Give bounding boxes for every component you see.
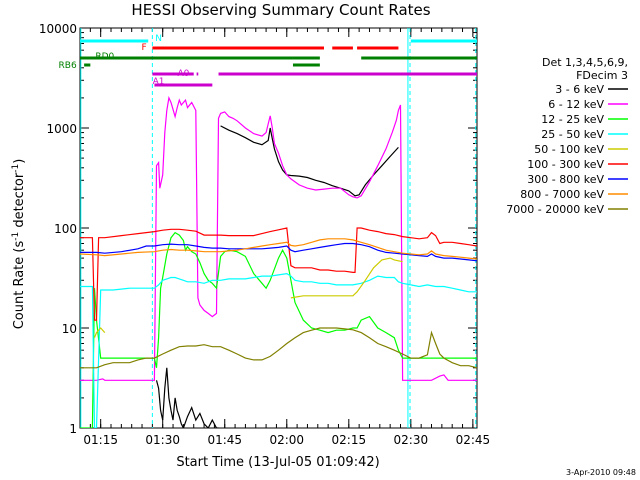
- footer-timestamp: 3-Apr-2010 09:48: [566, 468, 636, 477]
- series-line-4: [93, 327, 106, 338]
- series-line-8: [80, 327, 477, 369]
- series-group: [80, 28, 477, 428]
- series-line-6: [80, 242, 477, 262]
- plot-frame: [79, 27, 478, 429]
- status-label: RD0: [95, 52, 114, 62]
- series-line-0-b: [220, 125, 399, 197]
- legend-header: FDecim 3: [576, 69, 628, 82]
- y-axis-label-sup: -1: [11, 232, 21, 241]
- y-axis-label-tail: detector: [12, 172, 27, 232]
- y-axis-label-sup2: -1: [11, 164, 21, 173]
- legend-label: 7000 - 20000 keV: [506, 203, 604, 216]
- series-line-5: [80, 227, 477, 321]
- y-tick-label: 10: [62, 322, 77, 336]
- status-label: A0: [177, 69, 189, 79]
- x-tick-label: 01:45: [207, 433, 242, 447]
- status-label: F: [142, 43, 147, 53]
- series-line-0: [155, 367, 219, 428]
- legend-label: 3 - 6 keV: [555, 83, 604, 96]
- y-tick-label: 1: [69, 422, 77, 436]
- series-line-2: [80, 231, 477, 428]
- x-tick-label: 02:00: [269, 433, 304, 447]
- series-line-1: [80, 95, 477, 381]
- y-tick-label: 10000: [39, 22, 77, 36]
- legend-label: 12 - 25 keV: [541, 113, 604, 126]
- y-tick-label: 1000: [46, 122, 77, 136]
- legend-label: 50 - 100 keV: [534, 143, 604, 156]
- y-axis-label-end: ): [12, 159, 27, 164]
- legend-label: 800 - 7000 keV: [520, 188, 604, 201]
- y-axis-label-main: Count Rate (s: [12, 241, 27, 330]
- x-axis-label: Start Time (13-Jul-05 01:09:42): [176, 455, 379, 470]
- x-tick-label: 02:30: [394, 433, 429, 447]
- legend-label: 6 - 12 keV: [548, 98, 604, 111]
- y-axis-label: Count Rate (s-1 detector-1): [11, 159, 27, 330]
- series-line-3: [80, 272, 477, 428]
- legend-header: Det 1,3,4,5,6,9,: [542, 56, 628, 69]
- plot-area: 1 10 100 1000 10000 01:15 01:30 01:45 02:00 02:15…: [39, 22, 490, 447]
- x-tick-label: 01:30: [145, 433, 180, 447]
- legend-label: 25 - 50 keV: [541, 128, 604, 141]
- x-tick-label: 01:15: [83, 433, 118, 447]
- series-line-4-b: [290, 257, 403, 299]
- status-label: RB6: [59, 61, 77, 71]
- legend-label: 300 - 800 keV: [527, 173, 604, 186]
- chart-title: HESSI Observing Summary Count Rates: [131, 1, 430, 19]
- legend-label: 100 - 300 keV: [527, 158, 604, 171]
- status-label: N: [155, 34, 162, 44]
- y-tick-label: 100: [54, 222, 77, 236]
- series-line-7: [80, 238, 477, 260]
- x-tick-label: 02:15: [332, 433, 367, 447]
- legend: Det 1,3,4,5,6,9,FDecim 33 - 6 keV 6 - 12 …: [506, 56, 628, 216]
- x-tick-label: 02:45: [456, 433, 491, 447]
- status-label: A1: [153, 77, 165, 87]
